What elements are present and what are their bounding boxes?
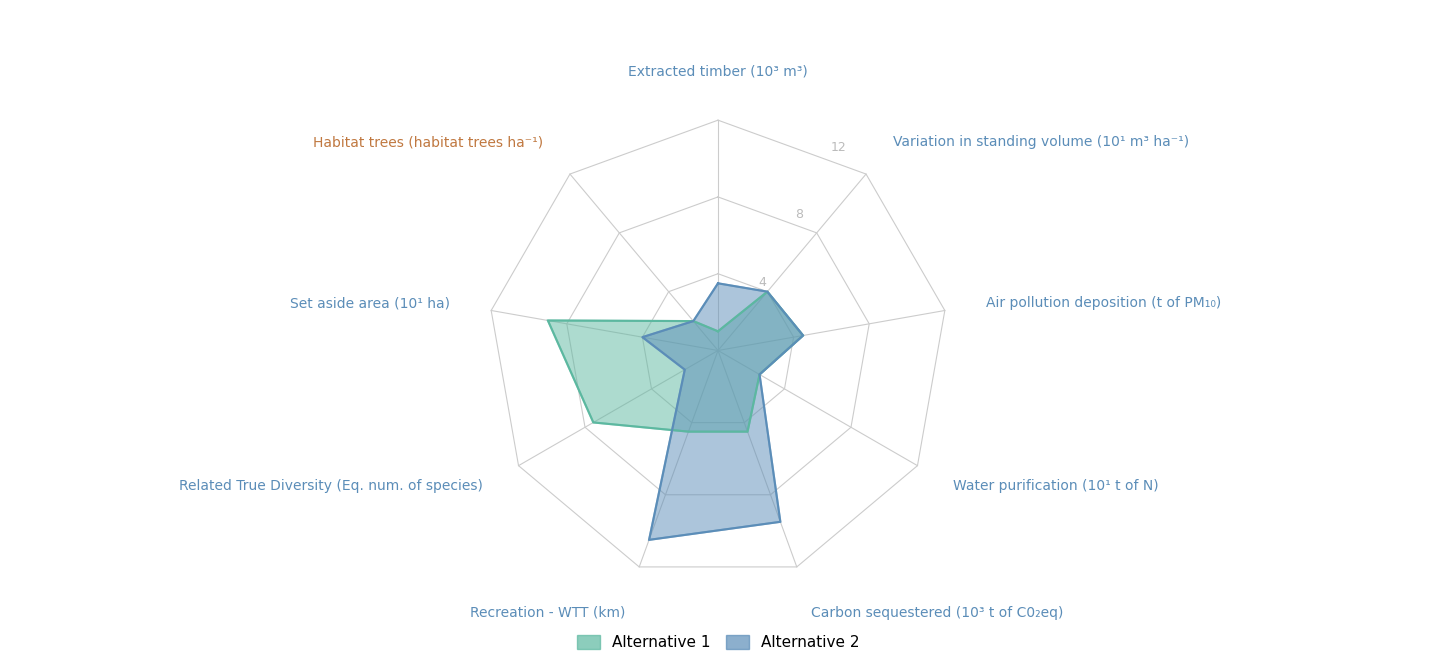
Text: Extracted timber (10³ m³): Extracted timber (10³ m³) xyxy=(628,65,808,79)
Text: 12: 12 xyxy=(831,140,846,154)
Text: Carbon sequestered (10³ t of C0₂eq): Carbon sequestered (10³ t of C0₂eq) xyxy=(811,606,1063,620)
Text: Habitat trees (habitat trees ha⁻¹): Habitat trees (habitat trees ha⁻¹) xyxy=(313,135,543,149)
Text: 4: 4 xyxy=(758,276,767,289)
Text: Variation in standing volume (10¹ m³ ha⁻¹): Variation in standing volume (10¹ m³ ha⁻… xyxy=(893,135,1189,149)
Text: Water purification (10¹ t of N): Water purification (10¹ t of N) xyxy=(954,479,1159,493)
Polygon shape xyxy=(642,284,803,540)
Text: Set aside area (10¹ ha): Set aside area (10¹ ha) xyxy=(290,296,451,310)
Legend: Alternative 1, Alternative 2: Alternative 1, Alternative 2 xyxy=(569,627,867,658)
Polygon shape xyxy=(549,292,803,431)
Text: 8: 8 xyxy=(794,208,803,221)
Text: Related True Diversity (Eq. num. of species): Related True Diversity (Eq. num. of spec… xyxy=(178,479,482,493)
Text: Recreation - WTT (km): Recreation - WTT (km) xyxy=(470,606,625,620)
Text: Air pollution deposition (t of PM₁₀): Air pollution deposition (t of PM₁₀) xyxy=(985,296,1221,310)
